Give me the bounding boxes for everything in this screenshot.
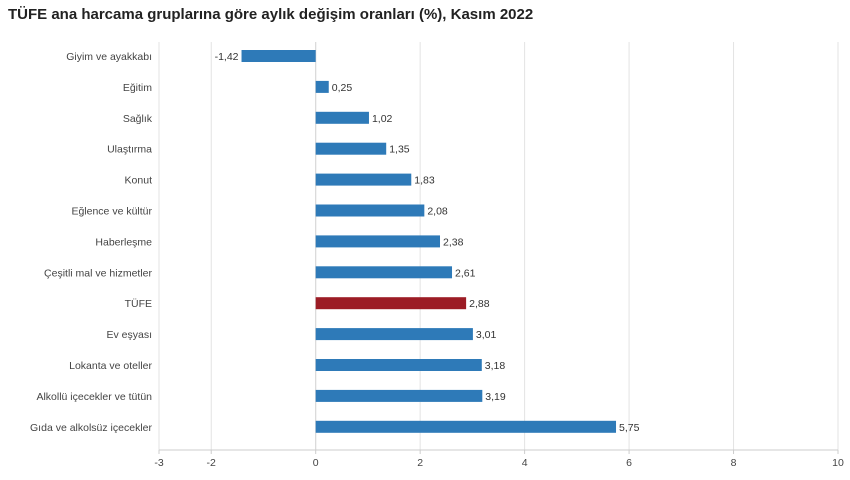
value-label-10: 3,18 <box>485 360 506 372</box>
bar-layer <box>241 50 617 433</box>
category-label-4: Konut <box>125 175 153 187</box>
category-label-3: Ulaştırma <box>107 144 152 156</box>
value-label-11: 3,19 <box>485 391 506 403</box>
category-label-8: TÜFE <box>125 298 152 310</box>
grid-layer <box>158 42 839 450</box>
bar-3 <box>315 142 387 155</box>
bar-6 <box>315 235 441 248</box>
category-label-9: Ev eşyası <box>106 329 152 341</box>
bar-11 <box>315 389 483 402</box>
category-label-11: Alkollü içecekler ve tütün <box>36 391 152 403</box>
bar-4 <box>315 173 412 186</box>
value-label-7: 2,61 <box>455 267 476 279</box>
bar-2 <box>315 111 369 124</box>
bar-5 <box>315 204 425 217</box>
value-label-9: 3,01 <box>476 329 497 341</box>
x-tick-label-7: 10 <box>832 457 844 469</box>
category-label-6: Haberleşme <box>95 236 152 248</box>
x-tick-label-1: -2 <box>207 457 216 469</box>
value-label-0: -1,42 <box>215 51 239 63</box>
value-label-1: 0,25 <box>332 82 353 94</box>
x-tick-label-5: 6 <box>626 457 632 469</box>
axis-layer: -3 -2 0 2 4 6 8 10 <box>154 449 844 469</box>
value-label-4: 1,83 <box>414 175 435 187</box>
value-label-3: 1,35 <box>389 144 410 156</box>
category-label-0: Giyim ve ayakkabı <box>66 51 152 63</box>
bar-7 <box>315 266 453 279</box>
category-label-5: Eğlence ve kültür <box>71 206 152 218</box>
x-tick-label-6: 8 <box>731 457 737 469</box>
category-label-12: Gıda ve alkolsüz içecekler <box>30 422 152 434</box>
category-label-7: Çeşitli mal ve hizmetler <box>44 267 152 279</box>
value-label-6: 2,38 <box>443 236 464 248</box>
x-tick-label-4: 4 <box>522 457 528 469</box>
category-label-2: Sağlık <box>123 113 153 125</box>
value-label-8: 2,88 <box>469 298 490 310</box>
bar-0 <box>241 50 316 62</box>
value-label-12: 5,75 <box>619 422 640 434</box>
value-label-2: 1,02 <box>372 113 393 125</box>
bar-1 <box>315 80 329 93</box>
chart-title: TÜFE ana harcama gruplarına göre aylık d… <box>8 6 534 23</box>
label-layer: Giyim ve ayakkabı -1,42 Eğitim 0,25 Sağlık 1,… <box>30 51 640 434</box>
bar-12 <box>315 420 617 433</box>
bar-10 <box>315 359 482 371</box>
x-tick-label-3: 2 <box>417 457 423 469</box>
x-tick-label-2: 0 <box>313 457 319 469</box>
category-label-10: Lokanta ve oteller <box>69 360 152 372</box>
value-label-5: 2,08 <box>427 206 448 218</box>
category-label-1: Eğitim <box>123 82 152 94</box>
bar-8 <box>315 297 467 310</box>
x-tick-label-0: -3 <box>154 457 163 469</box>
bar-9 <box>315 328 473 341</box>
